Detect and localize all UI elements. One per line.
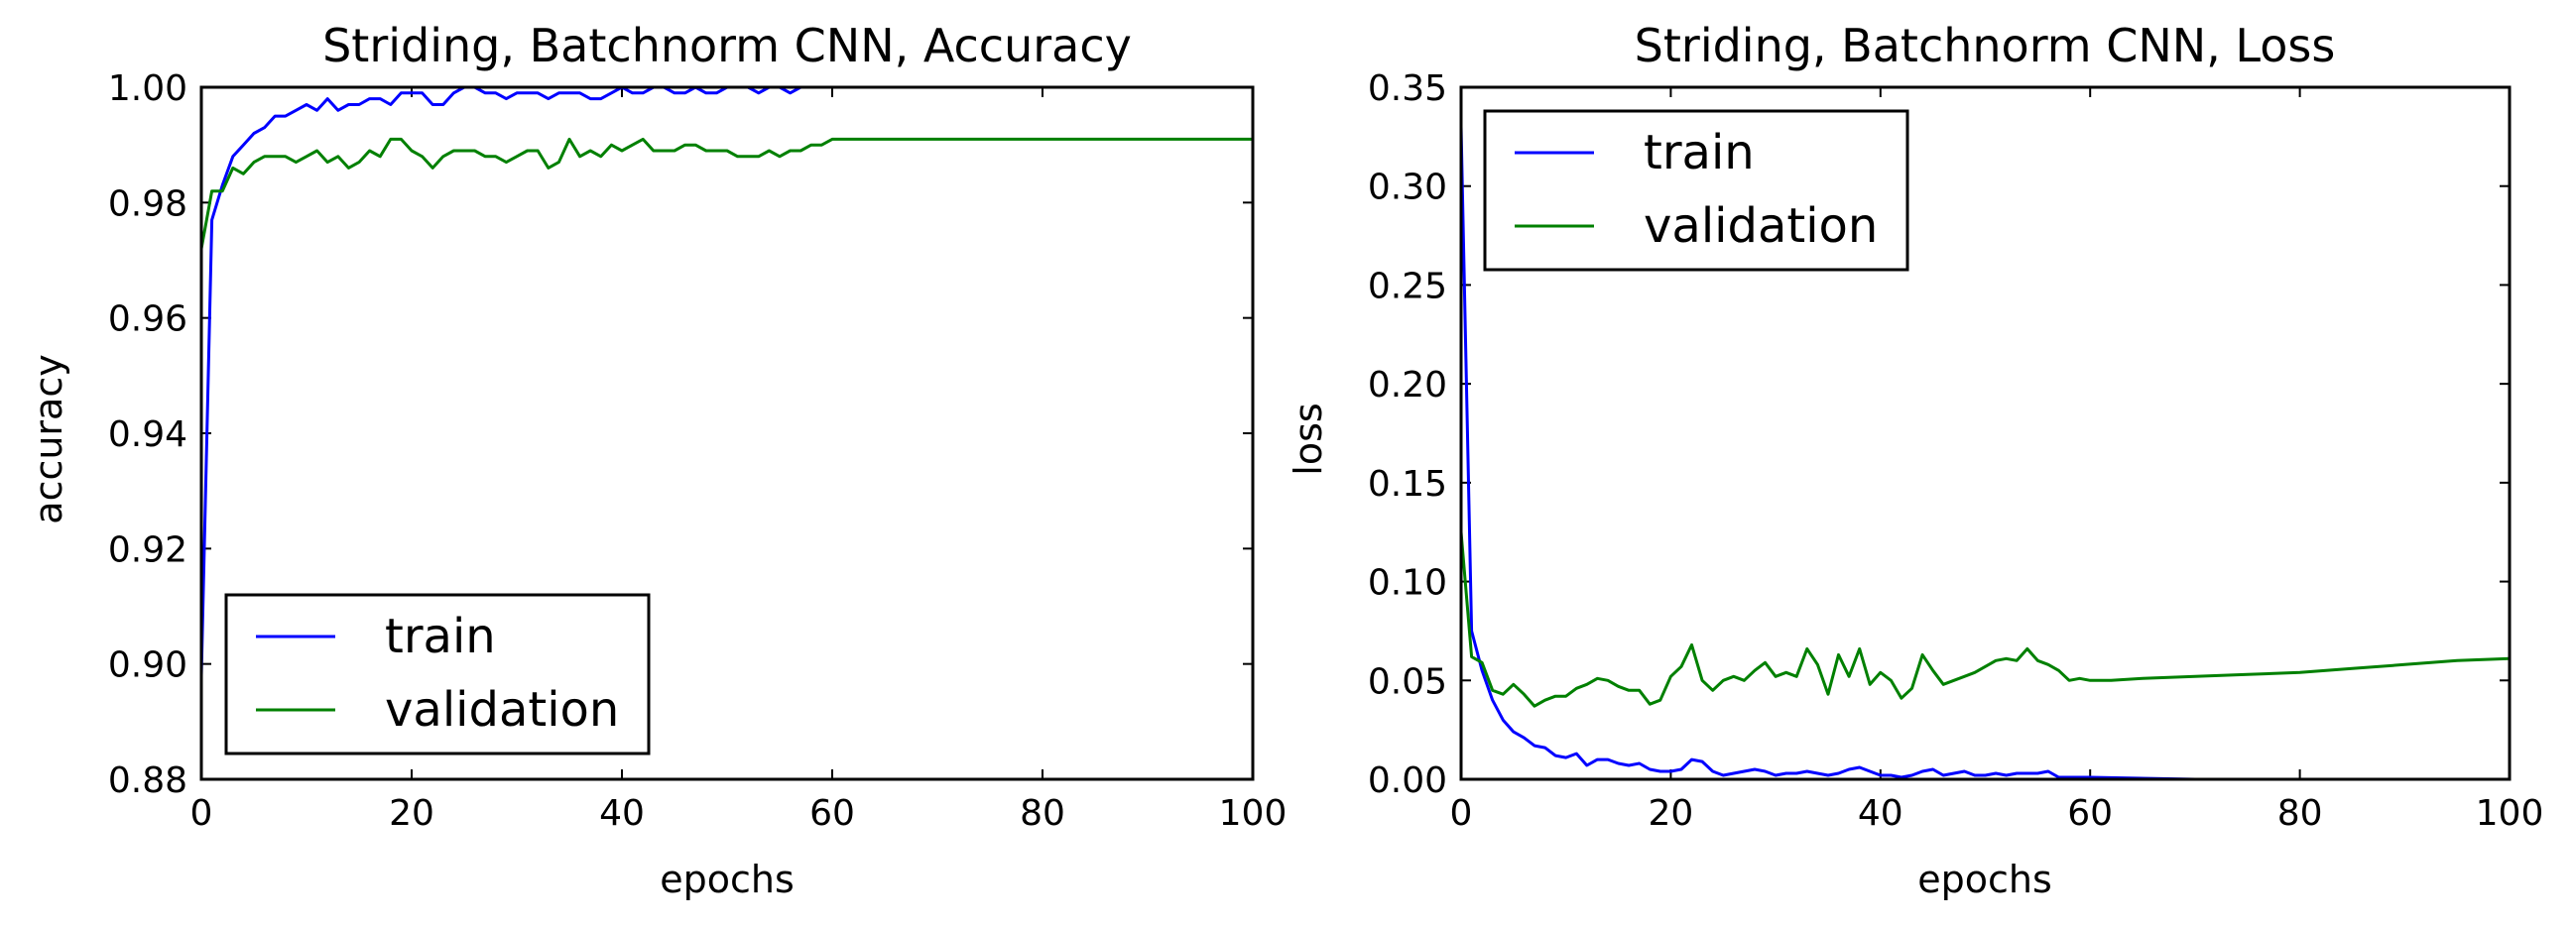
x-tick-label: 100 [1219,793,1288,834]
accuracy-chart: Striding, Batchnorm CNN, Accuracy epochs… [27,19,1287,901]
x-tick-label: 20 [389,793,434,834]
validation-series-line [1461,531,2510,708]
y-tick-label: 0.20 [1368,365,1447,406]
y-tick-label: 0.10 [1368,563,1447,604]
plot-frame [1459,85,2512,781]
y-tick-label: 0.00 [1368,760,1447,801]
legend-validation-label: validation [1644,198,1878,254]
legend-validation-label: validation [385,682,619,738]
legend: train validation [1483,109,1909,272]
y-tick-label: 0.05 [1368,661,1447,702]
x-tick-label: 100 [2476,793,2544,834]
y-tick-label: 0.90 [108,645,187,686]
x-axis-label: epochs [1917,858,2052,901]
y-tick-label: 0.96 [108,299,187,340]
x-tick-label: 40 [599,793,645,834]
legend-train-label: train [1644,125,1755,180]
legend-train-label: train [385,609,496,664]
x-tick-label: 20 [1648,793,1693,834]
x-tick-label: 60 [809,793,855,834]
plot-lines [201,87,1253,676]
y-axis-label: accuracy [27,354,70,523]
train-series-line [201,87,832,676]
y-tick-label: 0.94 [108,414,187,455]
y-tick-label: 0.15 [1368,464,1447,505]
legend-box [224,593,651,755]
x-tick-label: 80 [2277,793,2323,834]
x-tick-label: 0 [190,793,213,834]
chart-title: Striding, Batchnorm CNN, Accuracy [322,19,1132,72]
x-tick-label: 0 [1450,793,1473,834]
x-axis-label: epochs [660,858,795,901]
plot-lines [1461,126,2510,779]
train-series-line [1461,126,2510,779]
y-tick-label: 0.92 [108,529,187,570]
plot-frame [199,85,1255,781]
chart-title: Striding, Batchnorm CNN, Loss [1635,19,2336,72]
validation-series-line [201,137,1253,250]
axis-ticks: 0 20 40 60 80 100 0.88 0.90 0.92 0.94 0.96 0.98 1.00 [108,68,1288,834]
y-tick-label: 0.98 [108,183,187,224]
y-tick-label: 1.00 [108,68,187,109]
x-tick-label: 40 [1858,793,1903,834]
x-tick-label: 60 [2067,793,2113,834]
loss-chart: Striding, Batchnorm CNN, Loss epochs los… [1287,19,2543,901]
legend-box [1483,109,1909,272]
y-tick-label: 0.25 [1368,266,1447,306]
y-tick-label: 0.35 [1368,68,1447,109]
y-tick-label: 0.88 [108,760,187,801]
legend: train validation [224,593,651,755]
y-tick-label: 0.30 [1368,168,1447,208]
x-tick-label: 80 [1020,793,1065,834]
y-axis-label: loss [1287,403,1330,475]
axis-ticks: 0 20 40 60 80 100 0.00 0.05 0.10 0.15 0.20 0.25 0.30… [1368,68,2544,834]
